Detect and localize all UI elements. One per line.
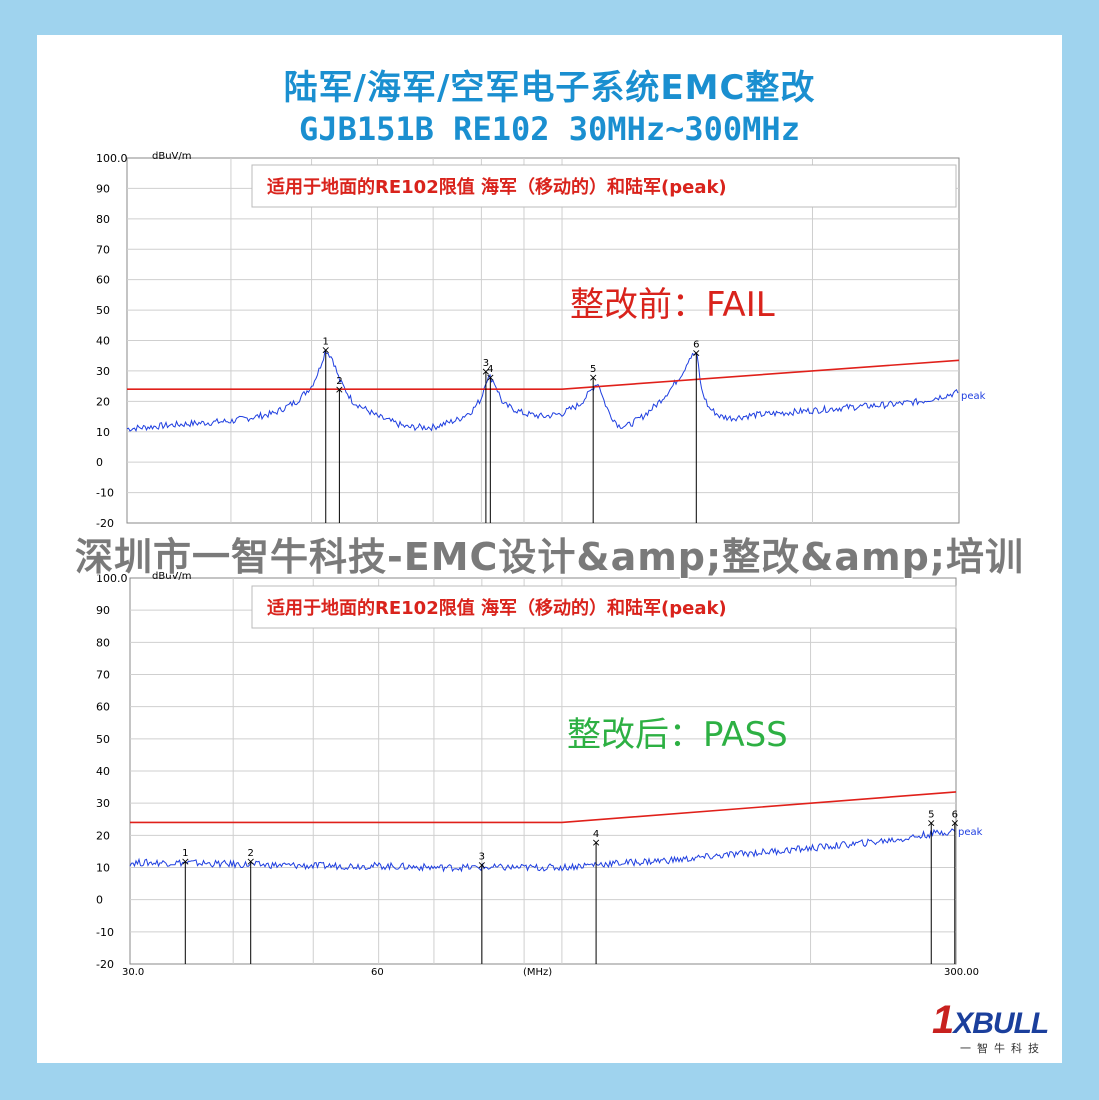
x-unit-label: (MHz) <box>523 967 552 978</box>
marker-x: × <box>477 858 486 871</box>
page-title: 陆军/海军/空军电子系统EMC整改 <box>283 68 816 108</box>
y-tick-label: 80 <box>96 213 110 226</box>
marker-label: 5 <box>590 364 596 375</box>
y-tick-label: 30 <box>96 797 110 810</box>
y-ticks-before: 100.0 90 80 70 60 50 40 30 20 10 0 -10 -20 <box>96 152 128 530</box>
y-tick-label: 0 <box>96 894 103 907</box>
marker-label: 3 <box>483 358 489 369</box>
y-tick-label: 10 <box>96 426 110 439</box>
marker-x: × <box>335 383 344 396</box>
y-unit-label-before: dBuV/m <box>152 151 192 162</box>
marker-label: 5 <box>928 809 934 820</box>
peak-trace <box>126 349 959 433</box>
markers-after: ×1×2×3×4×5×6 <box>181 809 959 964</box>
marker-label: 6 <box>693 340 699 351</box>
logo-wordmark: 1XBULL <box>932 998 1049 1042</box>
marker-label: 2 <box>336 376 342 387</box>
status-pass: 整改后：PASS <box>567 715 788 755</box>
chart-before: 100.0 90 80 70 60 50 40 30 20 10 0 -10 -20 dBuV/m 适用… <box>96 151 986 530</box>
y-tick-label: 70 <box>96 243 110 256</box>
y-tick-label: 50 <box>96 304 110 317</box>
x-tick-60: 60 <box>371 967 384 978</box>
marker-x: × <box>321 344 330 357</box>
series-after <box>129 791 957 873</box>
marker-x: × <box>589 371 598 384</box>
y-tick-label: -10 <box>96 487 114 500</box>
company-logo: 1XBULL 一智牛科技 <box>930 990 1060 1060</box>
limit-line <box>127 359 960 390</box>
trace-label-before: peak <box>961 391 986 402</box>
marker-label: 1 <box>182 848 188 859</box>
trace-label-after: peak <box>958 827 983 838</box>
y-tick-label: 40 <box>96 335 110 348</box>
marker-label: 2 <box>248 848 254 859</box>
y-ticks-after: 100.0 90 80 70 60 50 40 30 20 10 0 -10 -20 <box>96 572 128 971</box>
y-unit-label-after: dBuV/m <box>152 571 192 582</box>
y-tick-label: 10 <box>96 862 110 875</box>
chart-title-box-before <box>251 164 957 208</box>
peak-trace <box>129 828 956 873</box>
watermark-text: 深圳市一智牛科技-EMC设计&amp;整改&amp;培训 <box>75 535 1024 579</box>
marker-label: 3 <box>479 851 485 862</box>
markers-before: ×1×2×3×4×5×6 <box>321 337 701 523</box>
series-before <box>126 349 960 433</box>
marker-x: × <box>246 855 255 868</box>
y-tick-label: 50 <box>96 733 110 746</box>
y-tick-label: 100.0 <box>96 152 128 165</box>
marker-label: 4 <box>593 829 599 840</box>
marker-x: × <box>181 855 190 868</box>
marker-x: × <box>591 836 600 849</box>
marker-label: 1 <box>323 337 329 348</box>
marker-x: × <box>486 371 495 384</box>
y-tick-label: 70 <box>96 669 110 682</box>
marker-label: 4 <box>487 364 493 375</box>
y-tick-label: 0 <box>96 456 103 469</box>
y-tick-label: 40 <box>96 765 110 778</box>
chart-title-box-after <box>251 585 957 629</box>
marker-x: × <box>950 816 959 829</box>
y-tick-label: -20 <box>96 958 114 971</box>
page-subtitle: GJB151B RE102 30MHz~300MHz <box>299 110 800 148</box>
marker-label: 6 <box>952 809 958 820</box>
y-tick-label: 60 <box>96 701 110 714</box>
y-tick-label: 20 <box>96 829 110 842</box>
y-tick-label: -10 <box>96 926 114 939</box>
marker-x: × <box>481 365 490 378</box>
chart-title-after: 适用于地面的RE102限值 海军（移动的）和陆军(peak) <box>267 597 727 619</box>
limit-line <box>130 791 957 824</box>
chart-title-before: 适用于地面的RE102限值 海军（移动的）和陆军(peak) <box>267 176 727 198</box>
x-tick-start: 30.0 <box>122 967 144 978</box>
marker-x: × <box>692 347 701 360</box>
y-tick-label: 60 <box>96 274 110 287</box>
y-tick-label: 90 <box>96 182 110 195</box>
y-tick-label: 30 <box>96 365 110 378</box>
y-tick-label: 90 <box>96 604 110 617</box>
y-tick-label: 80 <box>96 636 110 649</box>
y-tick-label: 100.0 <box>96 572 128 585</box>
x-tick-end: 300.00 <box>944 967 979 978</box>
logo-subtitle: 一智牛科技 <box>960 1042 1045 1055</box>
chart-after: 100.0 90 80 70 60 50 40 30 20 10 0 -10 -20 dBuV/m 适用… <box>96 571 983 978</box>
status-fail: 整改前：FAIL <box>570 285 775 325</box>
marker-x: × <box>927 816 936 829</box>
y-tick-label: 20 <box>96 395 110 408</box>
y-tick-label: -20 <box>96 517 114 530</box>
